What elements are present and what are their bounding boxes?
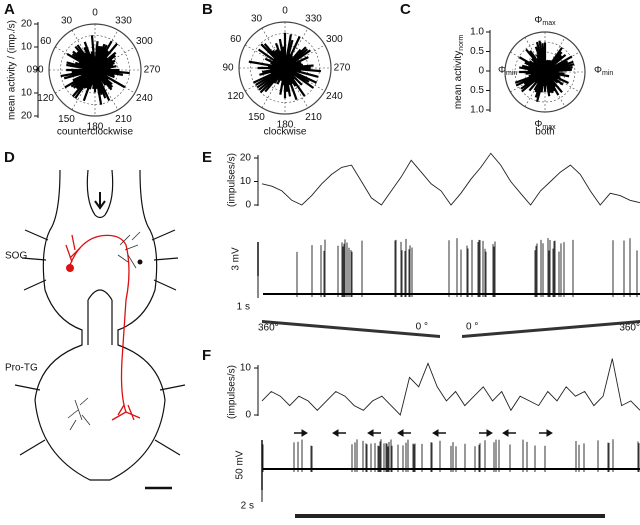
tick-label: 1.0	[470, 27, 484, 38]
angle-label: 60	[40, 36, 52, 47]
phi-label: Φmax	[534, 119, 556, 131]
angle-label: 30	[61, 15, 73, 26]
caption: clockwise	[264, 127, 307, 138]
panel-letter: C	[400, 1, 411, 18]
region-label: Pro-TG	[5, 363, 38, 374]
arrow-head	[367, 429, 374, 437]
angle-label: 60	[230, 34, 242, 45]
angle-label: 300	[326, 34, 343, 45]
caption: counterclockwise	[57, 127, 134, 138]
stimulus-bar	[462, 320, 640, 338]
arrow-head	[546, 429, 553, 437]
polar-bar	[93, 41, 99, 71]
angle-label: 150	[248, 112, 265, 123]
tick-label: 0	[245, 200, 251, 211]
angle-label: 210	[305, 112, 322, 123]
panel-letter: D	[4, 149, 15, 166]
spike-train	[296, 238, 638, 297]
axis-label: mean activity / (imp./s)	[7, 20, 18, 120]
tick-label: 1.0	[470, 105, 484, 116]
angle-label: 180	[87, 122, 104, 133]
soma	[137, 259, 143, 265]
caption: both	[535, 127, 554, 138]
scale-label: 2 s	[241, 501, 254, 512]
angle-label: 150	[58, 114, 75, 125]
tick-label: 0.5	[470, 85, 484, 96]
angle-label: 270	[144, 65, 161, 76]
arrow-head	[502, 429, 509, 437]
stimulus-label: 360°	[619, 323, 640, 334]
stimulus-label: 0 °	[466, 322, 478, 333]
scale-label: 1 s	[237, 302, 250, 313]
spike-train	[262, 439, 640, 472]
tick-label: 0	[478, 66, 484, 77]
direction-arrows	[294, 429, 553, 437]
ganglion-outline	[14, 169, 186, 481]
tick-label: 10	[240, 176, 252, 187]
arrow-head	[486, 429, 493, 437]
angle-label: 120	[37, 93, 54, 104]
polar-center	[535, 62, 555, 82]
angle-label: 0	[282, 6, 288, 17]
arrow-head	[397, 429, 404, 437]
angle-label: 120	[227, 91, 244, 102]
panel-letter: B	[202, 1, 213, 18]
stimulus-label: 360°	[258, 323, 279, 334]
scale-label: 50 mV	[235, 450, 246, 479]
neuron-black	[67, 231, 141, 431]
tick-label: 0	[245, 410, 251, 421]
tick-label: 20	[240, 153, 252, 164]
scale-label: 3 mV	[231, 247, 242, 271]
panel-letter: A	[4, 1, 15, 18]
region-label: SOG	[5, 251, 27, 262]
angle-label: 240	[136, 93, 153, 104]
angle-label: 30	[251, 13, 263, 24]
angle-label: 330	[115, 15, 132, 26]
angle-label: 180	[277, 120, 294, 131]
phi-label: Φmin	[594, 65, 613, 77]
rate-trace	[261, 358, 640, 416]
axis-label: (impulses/s)	[227, 365, 238, 419]
tick-label: 0.5	[470, 46, 484, 57]
tick-label: 20	[21, 19, 33, 30]
tick-label: 20	[21, 111, 33, 122]
stimulus-bar	[262, 320, 440, 338]
tick-label: 0	[26, 65, 32, 76]
neuron-red	[65, 234, 141, 421]
stimulus-label: 0 °	[416, 322, 428, 333]
arrow-head	[301, 429, 308, 437]
angle-label: 0	[92, 8, 98, 19]
arrow-head	[332, 429, 339, 437]
polar-center	[273, 56, 297, 80]
angle-label: 90	[32, 65, 44, 76]
tick-label: 10	[240, 363, 252, 374]
axis-label: (impulses/s)	[227, 153, 238, 207]
phi-label: Φmax	[534, 15, 556, 27]
polar-center	[83, 58, 107, 82]
rate-trace	[261, 152, 640, 206]
soma	[66, 264, 74, 272]
angle-label: 90	[222, 63, 234, 74]
axis-label: mean activitynorm	[453, 35, 465, 109]
panel-letter: E	[202, 149, 212, 166]
arrow	[94, 192, 106, 210]
stimulus-bar	[295, 514, 605, 518]
tick-label: 10	[21, 42, 33, 53]
tick-label: 10	[21, 88, 33, 99]
angle-label: 300	[136, 36, 153, 47]
arrow-head	[432, 429, 439, 437]
phi-label: Φmin	[498, 65, 517, 77]
angle-label: 240	[326, 91, 343, 102]
panel-letter: F	[202, 347, 211, 364]
angle-label: 330	[305, 13, 322, 24]
angle-label: 210	[115, 114, 132, 125]
angle-label: 270	[334, 63, 351, 74]
